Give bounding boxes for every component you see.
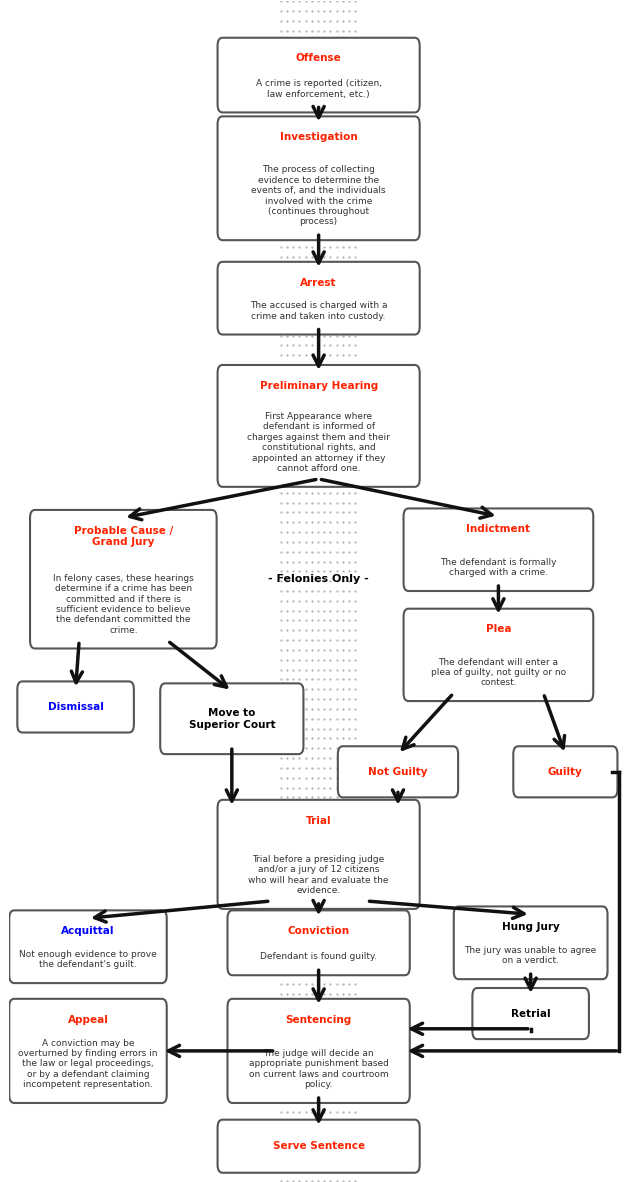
Text: Plea: Plea	[486, 624, 511, 635]
Text: The judge will decide an
appropriate punishment based
on current laws and courtr: The judge will decide an appropriate pun…	[249, 1048, 389, 1090]
FancyBboxPatch shape	[17, 681, 134, 733]
Text: Sentencing: Sentencing	[285, 1014, 352, 1025]
FancyBboxPatch shape	[404, 508, 593, 591]
FancyBboxPatch shape	[217, 800, 420, 909]
FancyBboxPatch shape	[472, 988, 589, 1039]
Text: Arrest: Arrest	[301, 278, 337, 287]
FancyBboxPatch shape	[217, 38, 420, 112]
Text: Move to
Superior Court: Move to Superior Court	[188, 708, 275, 729]
Text: A conviction may be
overturned by finding errors in
the law or legal proceedings: A conviction may be overturned by findin…	[18, 1039, 158, 1090]
FancyBboxPatch shape	[217, 1119, 420, 1173]
FancyBboxPatch shape	[404, 609, 593, 701]
FancyBboxPatch shape	[454, 907, 607, 979]
Text: - Felonies Only -: - Felonies Only -	[268, 574, 369, 584]
Text: The defendant is formally
charged with a crime.: The defendant is formally charged with a…	[440, 558, 557, 577]
Text: The process of collecting
evidence to determine the
events of, and the individua: The process of collecting evidence to de…	[251, 165, 386, 227]
Text: The defendant will enter a
plea of guilty, not guilty or no
contest.: The defendant will enter a plea of guilt…	[431, 657, 566, 687]
FancyBboxPatch shape	[227, 910, 410, 975]
Text: Serve Sentence: Serve Sentence	[273, 1141, 365, 1151]
Text: Indictment: Indictment	[466, 524, 530, 534]
FancyBboxPatch shape	[9, 910, 167, 983]
Text: Investigation: Investigation	[280, 132, 357, 142]
Text: Offense: Offense	[295, 53, 341, 64]
FancyBboxPatch shape	[217, 261, 420, 335]
Text: Preliminary Hearing: Preliminary Hearing	[260, 381, 378, 391]
Text: Retrial: Retrial	[511, 1008, 551, 1019]
FancyBboxPatch shape	[217, 365, 420, 487]
Text: Guilty: Guilty	[548, 767, 583, 777]
FancyBboxPatch shape	[217, 116, 420, 240]
FancyBboxPatch shape	[9, 999, 167, 1103]
Text: Acquittal: Acquittal	[61, 926, 115, 936]
Text: Hung Jury: Hung Jury	[501, 922, 559, 933]
Text: Appeal: Appeal	[67, 1014, 108, 1025]
Text: Not enough evidence to prove
the defendant's guilt.: Not enough evidence to prove the defenda…	[19, 950, 157, 969]
FancyBboxPatch shape	[338, 746, 458, 798]
FancyBboxPatch shape	[160, 683, 304, 754]
Text: Probable Cause /
Grand Jury: Probable Cause / Grand Jury	[74, 526, 173, 547]
Text: Defendant is found guilty.: Defendant is found guilty.	[260, 953, 377, 961]
Text: Dismissal: Dismissal	[48, 702, 103, 712]
Text: The jury was unable to agree
on a verdict.: The jury was unable to agree on a verdic…	[464, 946, 597, 966]
Text: Conviction: Conviction	[287, 926, 350, 936]
Text: Not Guilty: Not Guilty	[368, 767, 428, 777]
Text: The accused is charged with a
crime and taken into custody.: The accused is charged with a crime and …	[250, 301, 387, 320]
FancyBboxPatch shape	[227, 999, 410, 1103]
Text: Trial before a presiding judge
and/or a jury of 12 citizens
who will hear and ev: Trial before a presiding judge and/or a …	[248, 855, 389, 895]
FancyBboxPatch shape	[30, 509, 217, 649]
Text: Trial: Trial	[306, 816, 331, 825]
FancyBboxPatch shape	[513, 746, 617, 798]
Text: First Appearance where
defendant is informed of
charges against them and their
c: First Appearance where defendant is info…	[247, 413, 390, 473]
Text: In felony cases, these hearings
determine if a crime has been
committed and if t: In felony cases, these hearings determin…	[53, 573, 193, 635]
Text: A crime is reported (citizen,
law enforcement, etc.): A crime is reported (citizen, law enforc…	[256, 79, 382, 98]
